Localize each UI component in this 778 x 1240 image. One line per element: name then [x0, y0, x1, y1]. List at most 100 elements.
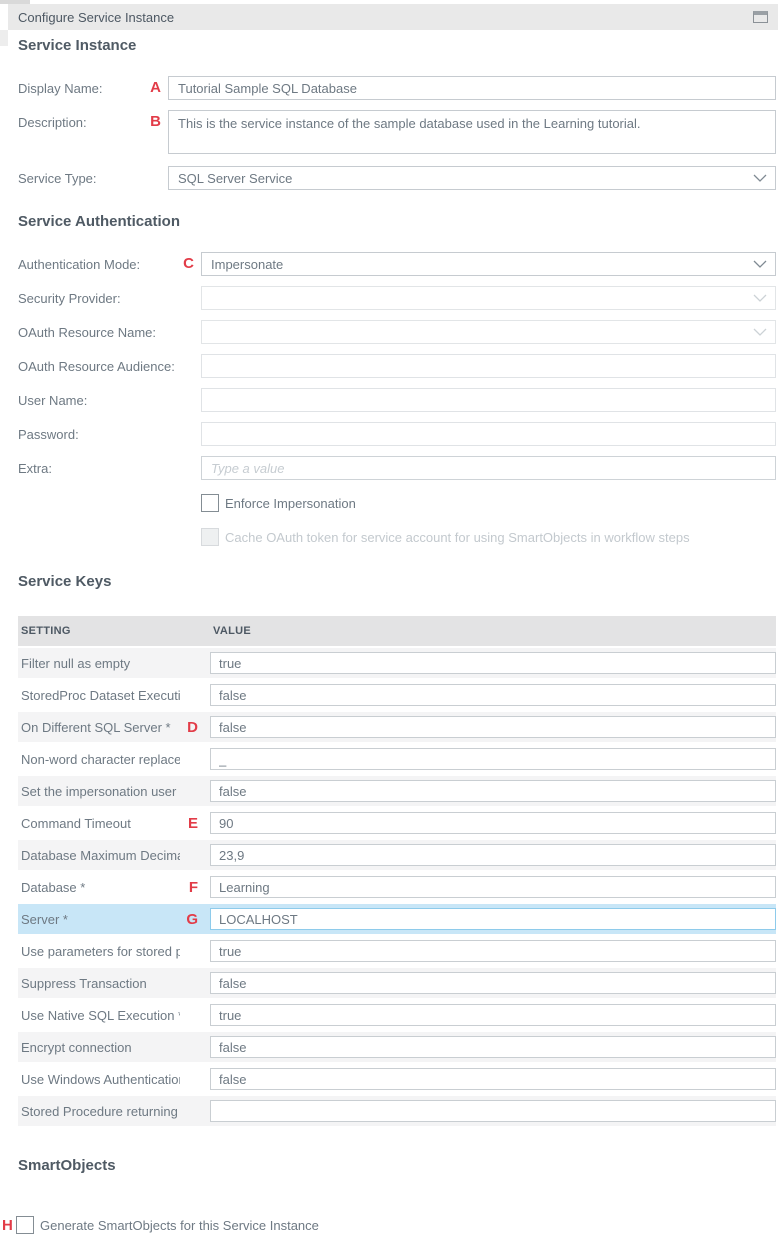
row-annotation: G — [186, 910, 198, 928]
setting-value-input[interactable] — [210, 1100, 776, 1122]
setting-label: StoredProc Dataset Execution — [21, 687, 180, 703]
oauth-resource-audience-row: OAuth Resource Audience: — [18, 354, 776, 378]
row-annotation: F — [188, 878, 198, 896]
service-keys-table-header: SETTING VALUE — [18, 616, 776, 646]
setting-value-input[interactable] — [210, 812, 776, 834]
table-row: StoredProc Dataset Execution — [18, 680, 776, 710]
oauth-resource-name-row: OAuth Resource Name: — [18, 320, 776, 344]
capture-artifact — [0, 0, 30, 4]
column-header-value: VALUE — [213, 625, 251, 637]
enforce-impersonation-row: Enforce Impersonation — [201, 494, 776, 512]
security-provider-dropdown[interactable] — [201, 286, 776, 310]
display-name-input[interactable] — [168, 76, 776, 100]
table-row: Non-word character replaceme... — [18, 744, 776, 774]
security-provider-label: Security Provider: — [18, 290, 121, 306]
service-type-label: Service Type: — [18, 170, 97, 186]
section-heading-service-keys: Service Keys — [18, 573, 112, 590]
generate-smartobjects-checkbox[interactable] — [16, 1216, 34, 1234]
description-label: Description: — [18, 115, 87, 130]
setting-value-input[interactable] — [210, 1004, 776, 1026]
authentication-mode-dropdown[interactable]: Impersonate — [201, 252, 776, 276]
setting-label: Stored Procedure returning XM... — [21, 1103, 180, 1119]
section-heading-service-instance: Service Instance — [18, 37, 137, 54]
dialog-titlebar: Configure Service Instance — [8, 4, 778, 30]
setting-label: Database * — [21, 879, 86, 895]
table-row: Use Windows Authentication fo... — [18, 1064, 776, 1094]
setting-label: Command Timeout — [21, 815, 131, 831]
setting-label: Non-word character replaceme... — [21, 751, 180, 767]
authentication-mode-row: Authentication Mode: C Impersonate — [18, 252, 776, 276]
service-type-row: Service Type: SQL Server Service — [18, 166, 776, 190]
service-keys-table: SETTING VALUE Filter null as empty Store… — [18, 616, 776, 1126]
user-name-label: User Name: — [18, 392, 88, 408]
authentication-mode-label: Authentication Mode: — [18, 256, 141, 272]
oauth-resource-audience-input[interactable] — [201, 354, 776, 378]
generate-smartobjects-label: Generate SmartObjects for this Service I… — [40, 1217, 319, 1233]
setting-value-input[interactable] — [210, 780, 776, 802]
column-header-setting: SETTING — [21, 625, 71, 637]
user-name-row: User Name: — [18, 388, 776, 412]
dialog-title: Configure Service Instance — [18, 9, 175, 25]
table-row: Encrypt connection — [18, 1032, 776, 1062]
service-type-dropdown[interactable]: SQL Server Service — [168, 166, 776, 190]
description-row: Description: B This is the service insta… — [18, 110, 776, 154]
extra-row: Extra: — [18, 456, 776, 480]
cache-oauth-token-checkbox — [201, 528, 219, 546]
table-row: Stored Procedure returning XM... — [18, 1096, 776, 1126]
setting-value-input[interactable] — [210, 1036, 776, 1058]
setting-value-input[interactable] — [210, 940, 776, 962]
table-row: Use Native SQL Execution * — [18, 1000, 776, 1030]
extra-input[interactable] — [201, 456, 776, 480]
setting-value-input[interactable] — [210, 876, 776, 898]
table-row: Database Maximum Decimal Va... — [18, 840, 776, 870]
setting-label: Database Maximum Decimal Va... — [21, 847, 180, 863]
setting-label: Server * — [21, 911, 68, 927]
table-row: Filter null as empty — [18, 648, 776, 678]
password-row: Password: — [18, 422, 776, 446]
maximize-icon[interactable] — [753, 11, 768, 23]
setting-value-input[interactable] — [210, 972, 776, 994]
display-name-label: Display Name: — [18, 80, 103, 96]
table-row: Set the impersonation user on t... — [18, 776, 776, 806]
setting-label: On Different SQL Server * — [21, 719, 171, 735]
table-row: Database * F — [18, 872, 776, 902]
chevron-down-icon — [753, 294, 767, 302]
setting-value-input[interactable] — [210, 684, 776, 706]
security-provider-row: Security Provider: — [18, 286, 776, 310]
chevron-down-icon — [753, 328, 767, 336]
setting-label: Use Native SQL Execution * — [21, 1007, 180, 1023]
enforce-impersonation-label: Enforce Impersonation — [225, 495, 356, 511]
annotation-b: B — [150, 113, 161, 130]
setting-value-input[interactable] — [210, 716, 776, 738]
setting-value-input[interactable] — [210, 748, 776, 770]
extra-label: Extra: — [18, 460, 52, 476]
chevron-down-icon — [753, 260, 767, 268]
annotation-h: H — [2, 1216, 13, 1234]
oauth-resource-audience-label: OAuth Resource Audience: — [18, 358, 175, 374]
enforce-impersonation-checkbox[interactable] — [201, 494, 219, 512]
section-heading-service-authentication: Service Authentication — [18, 213, 180, 230]
setting-label: Use parameters for stored proc... — [21, 943, 180, 959]
authentication-mode-value: Impersonate — [211, 256, 284, 272]
service-type-value: SQL Server Service — [178, 170, 293, 186]
annotation-a: A — [150, 79, 161, 96]
display-name-row: Display Name: A — [18, 76, 776, 100]
setting-label: Suppress Transaction — [21, 975, 147, 991]
setting-value-input[interactable] — [210, 652, 776, 674]
chevron-down-icon — [753, 174, 767, 182]
description-textarea[interactable]: This is the service instance of the samp… — [168, 110, 776, 154]
setting-value-input[interactable] — [210, 844, 776, 866]
oauth-resource-name-dropdown[interactable] — [201, 320, 776, 344]
oauth-resource-name-label: OAuth Resource Name: — [18, 324, 157, 340]
table-row: Server * G — [18, 904, 776, 934]
table-row: On Different SQL Server * D — [18, 712, 776, 742]
cache-oauth-token-label: Cache OAuth token for service account fo… — [225, 529, 690, 545]
table-row: Suppress Transaction — [18, 968, 776, 998]
password-label: Password: — [18, 426, 79, 442]
dialog-body: Service Instance Display Name: A Descrip… — [2, 30, 776, 1234]
setting-value-input[interactable] — [210, 908, 776, 930]
setting-value-input[interactable] — [210, 1068, 776, 1090]
user-name-input[interactable] — [201, 388, 776, 412]
service-keys-rows: Filter null as empty StoredProc Dataset … — [18, 648, 776, 1126]
password-input[interactable] — [201, 422, 776, 446]
